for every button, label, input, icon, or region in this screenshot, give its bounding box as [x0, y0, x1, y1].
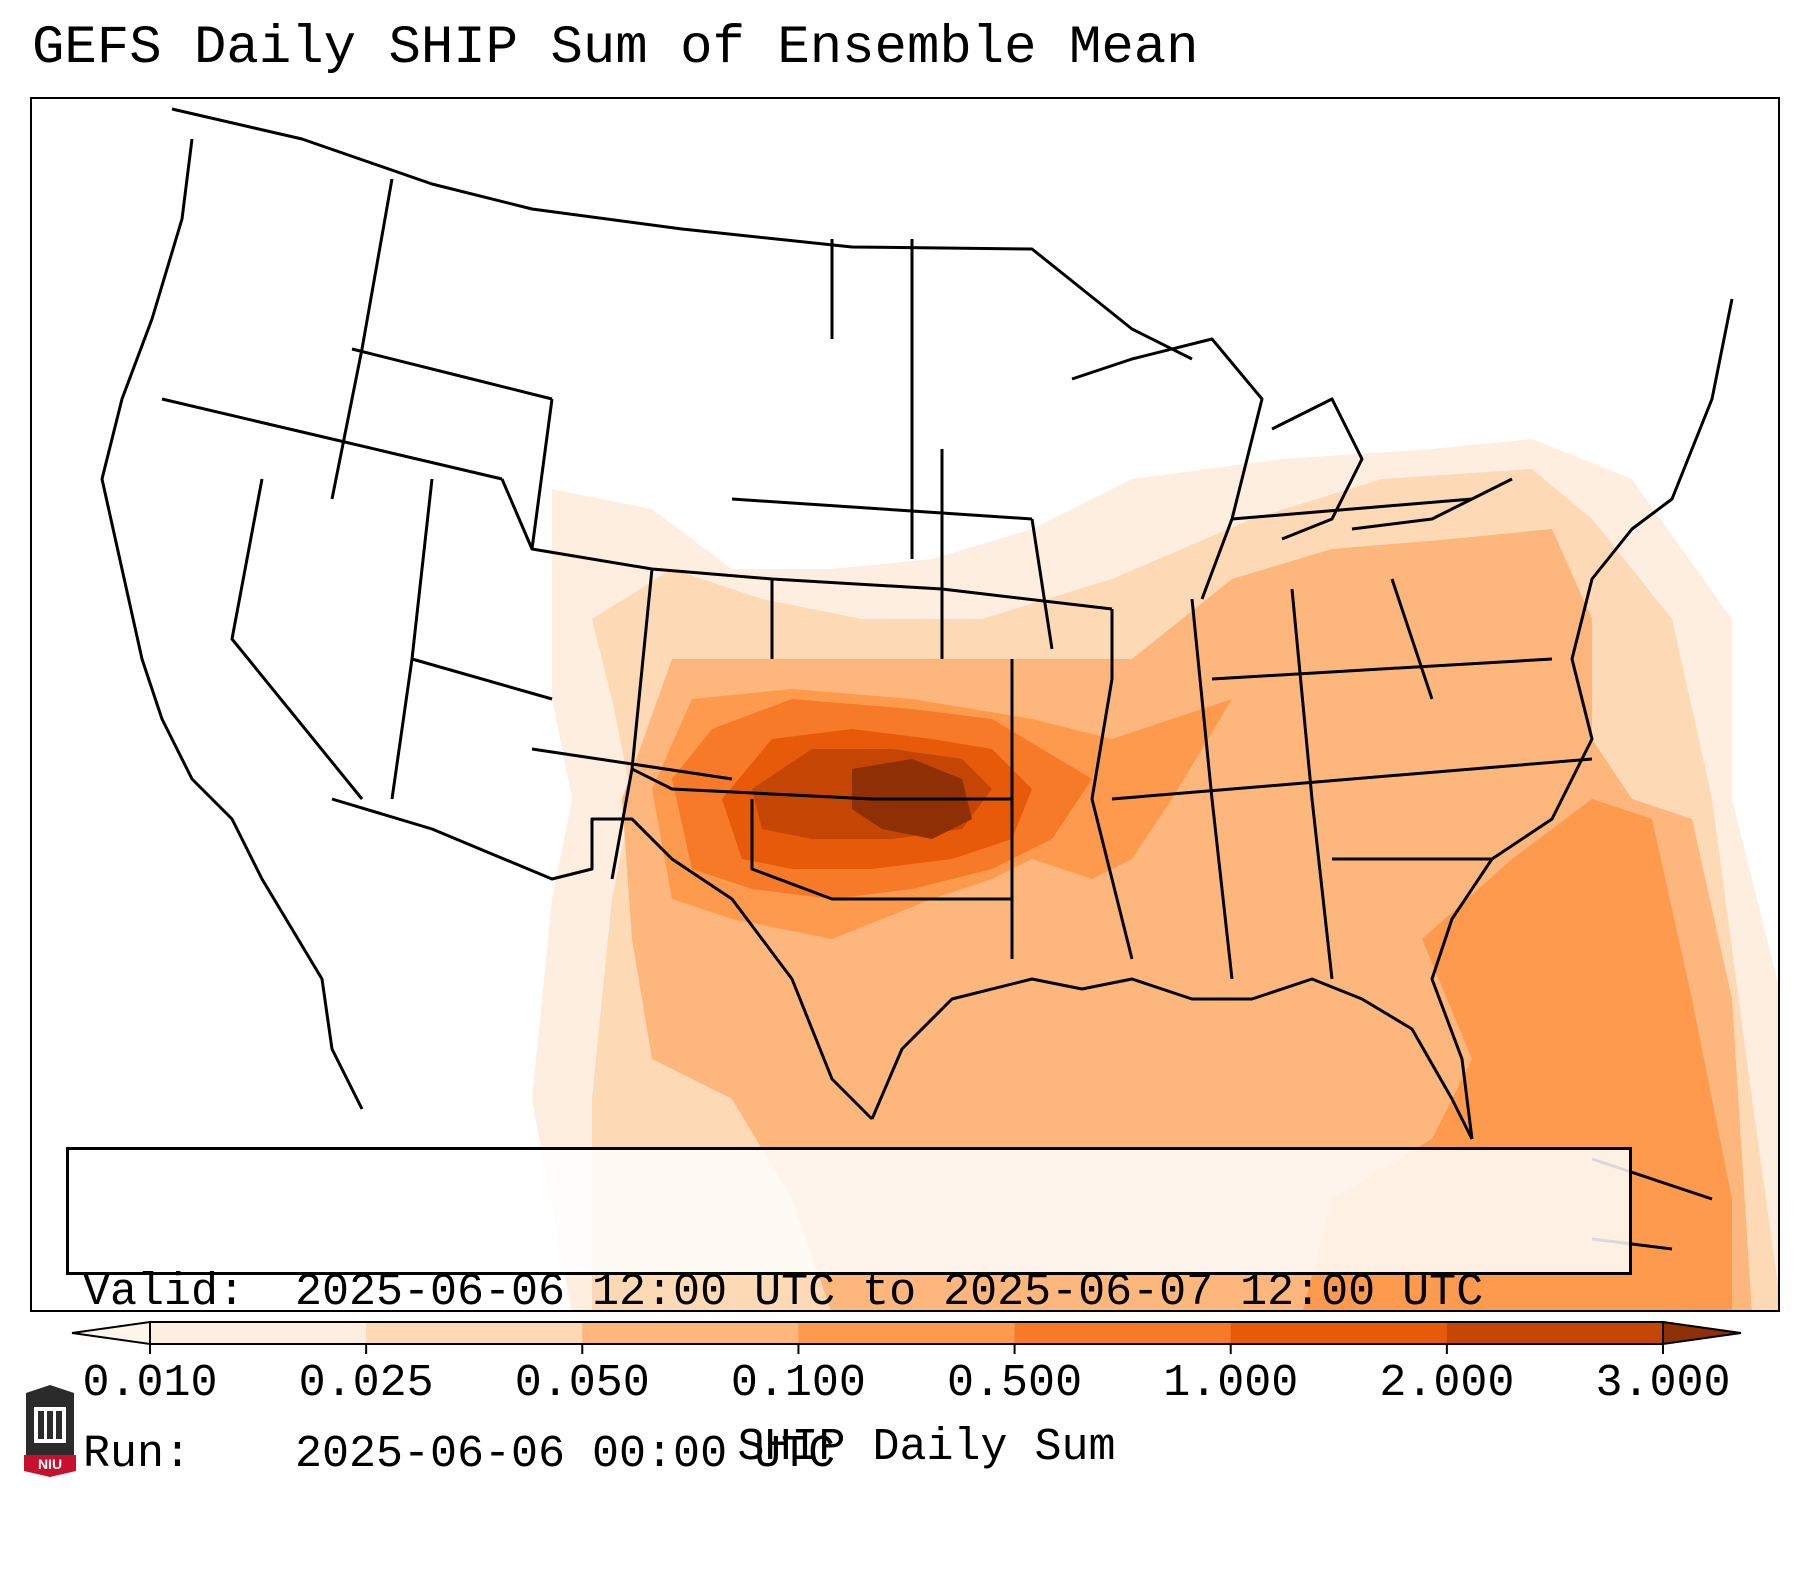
colorbar-label: SHIP Daily Sum — [0, 1422, 1803, 1473]
colorbar-segment — [1015, 1322, 1232, 1344]
colorbar-tick-label: 0.100 — [731, 1358, 866, 1409]
valid-run-box: Valid: 2025-06-06 12:00 UTC to 2025-06-07… — [66, 1147, 1632, 1275]
colorbar-segment — [366, 1322, 583, 1344]
map-title: GEFS Daily SHIP Sum of Ensemble Mean — [32, 22, 1199, 76]
colorbar — [0, 1310, 1803, 1360]
colorbar-segment — [798, 1322, 1015, 1344]
logo-text: NIU — [38, 1456, 62, 1472]
colorbar-tick-label: 0.500 — [947, 1358, 1082, 1409]
colorbar-under-arrow — [72, 1322, 150, 1344]
colorbar-over-arrow — [1663, 1322, 1741, 1344]
colorbar-segment — [1231, 1322, 1448, 1344]
map-frame — [30, 97, 1780, 1312]
colorbar-tick-label: 1.000 — [1163, 1358, 1298, 1409]
colorbar-segment — [1447, 1322, 1664, 1344]
map-canvas — [32, 99, 1780, 1312]
colorbar-tick-label: 0.025 — [299, 1358, 434, 1409]
niu-logo-icon: NIU — [22, 1385, 78, 1477]
us-canada-border — [172, 109, 1192, 359]
colorbar-segment — [150, 1322, 367, 1344]
west-coast — [102, 139, 362, 1109]
colorbar-tick-label: 2.000 — [1379, 1358, 1514, 1409]
colorbar-tick-label: 0.010 — [82, 1358, 217, 1409]
colorbar-tick-label: 0.050 — [515, 1358, 650, 1409]
colorbar-segment — [582, 1322, 799, 1344]
colorbar-tick-label: 3.000 — [1595, 1358, 1730, 1409]
figure: GEFS Daily SHIP Sum of Ensemble Mean — [0, 0, 1803, 1500]
